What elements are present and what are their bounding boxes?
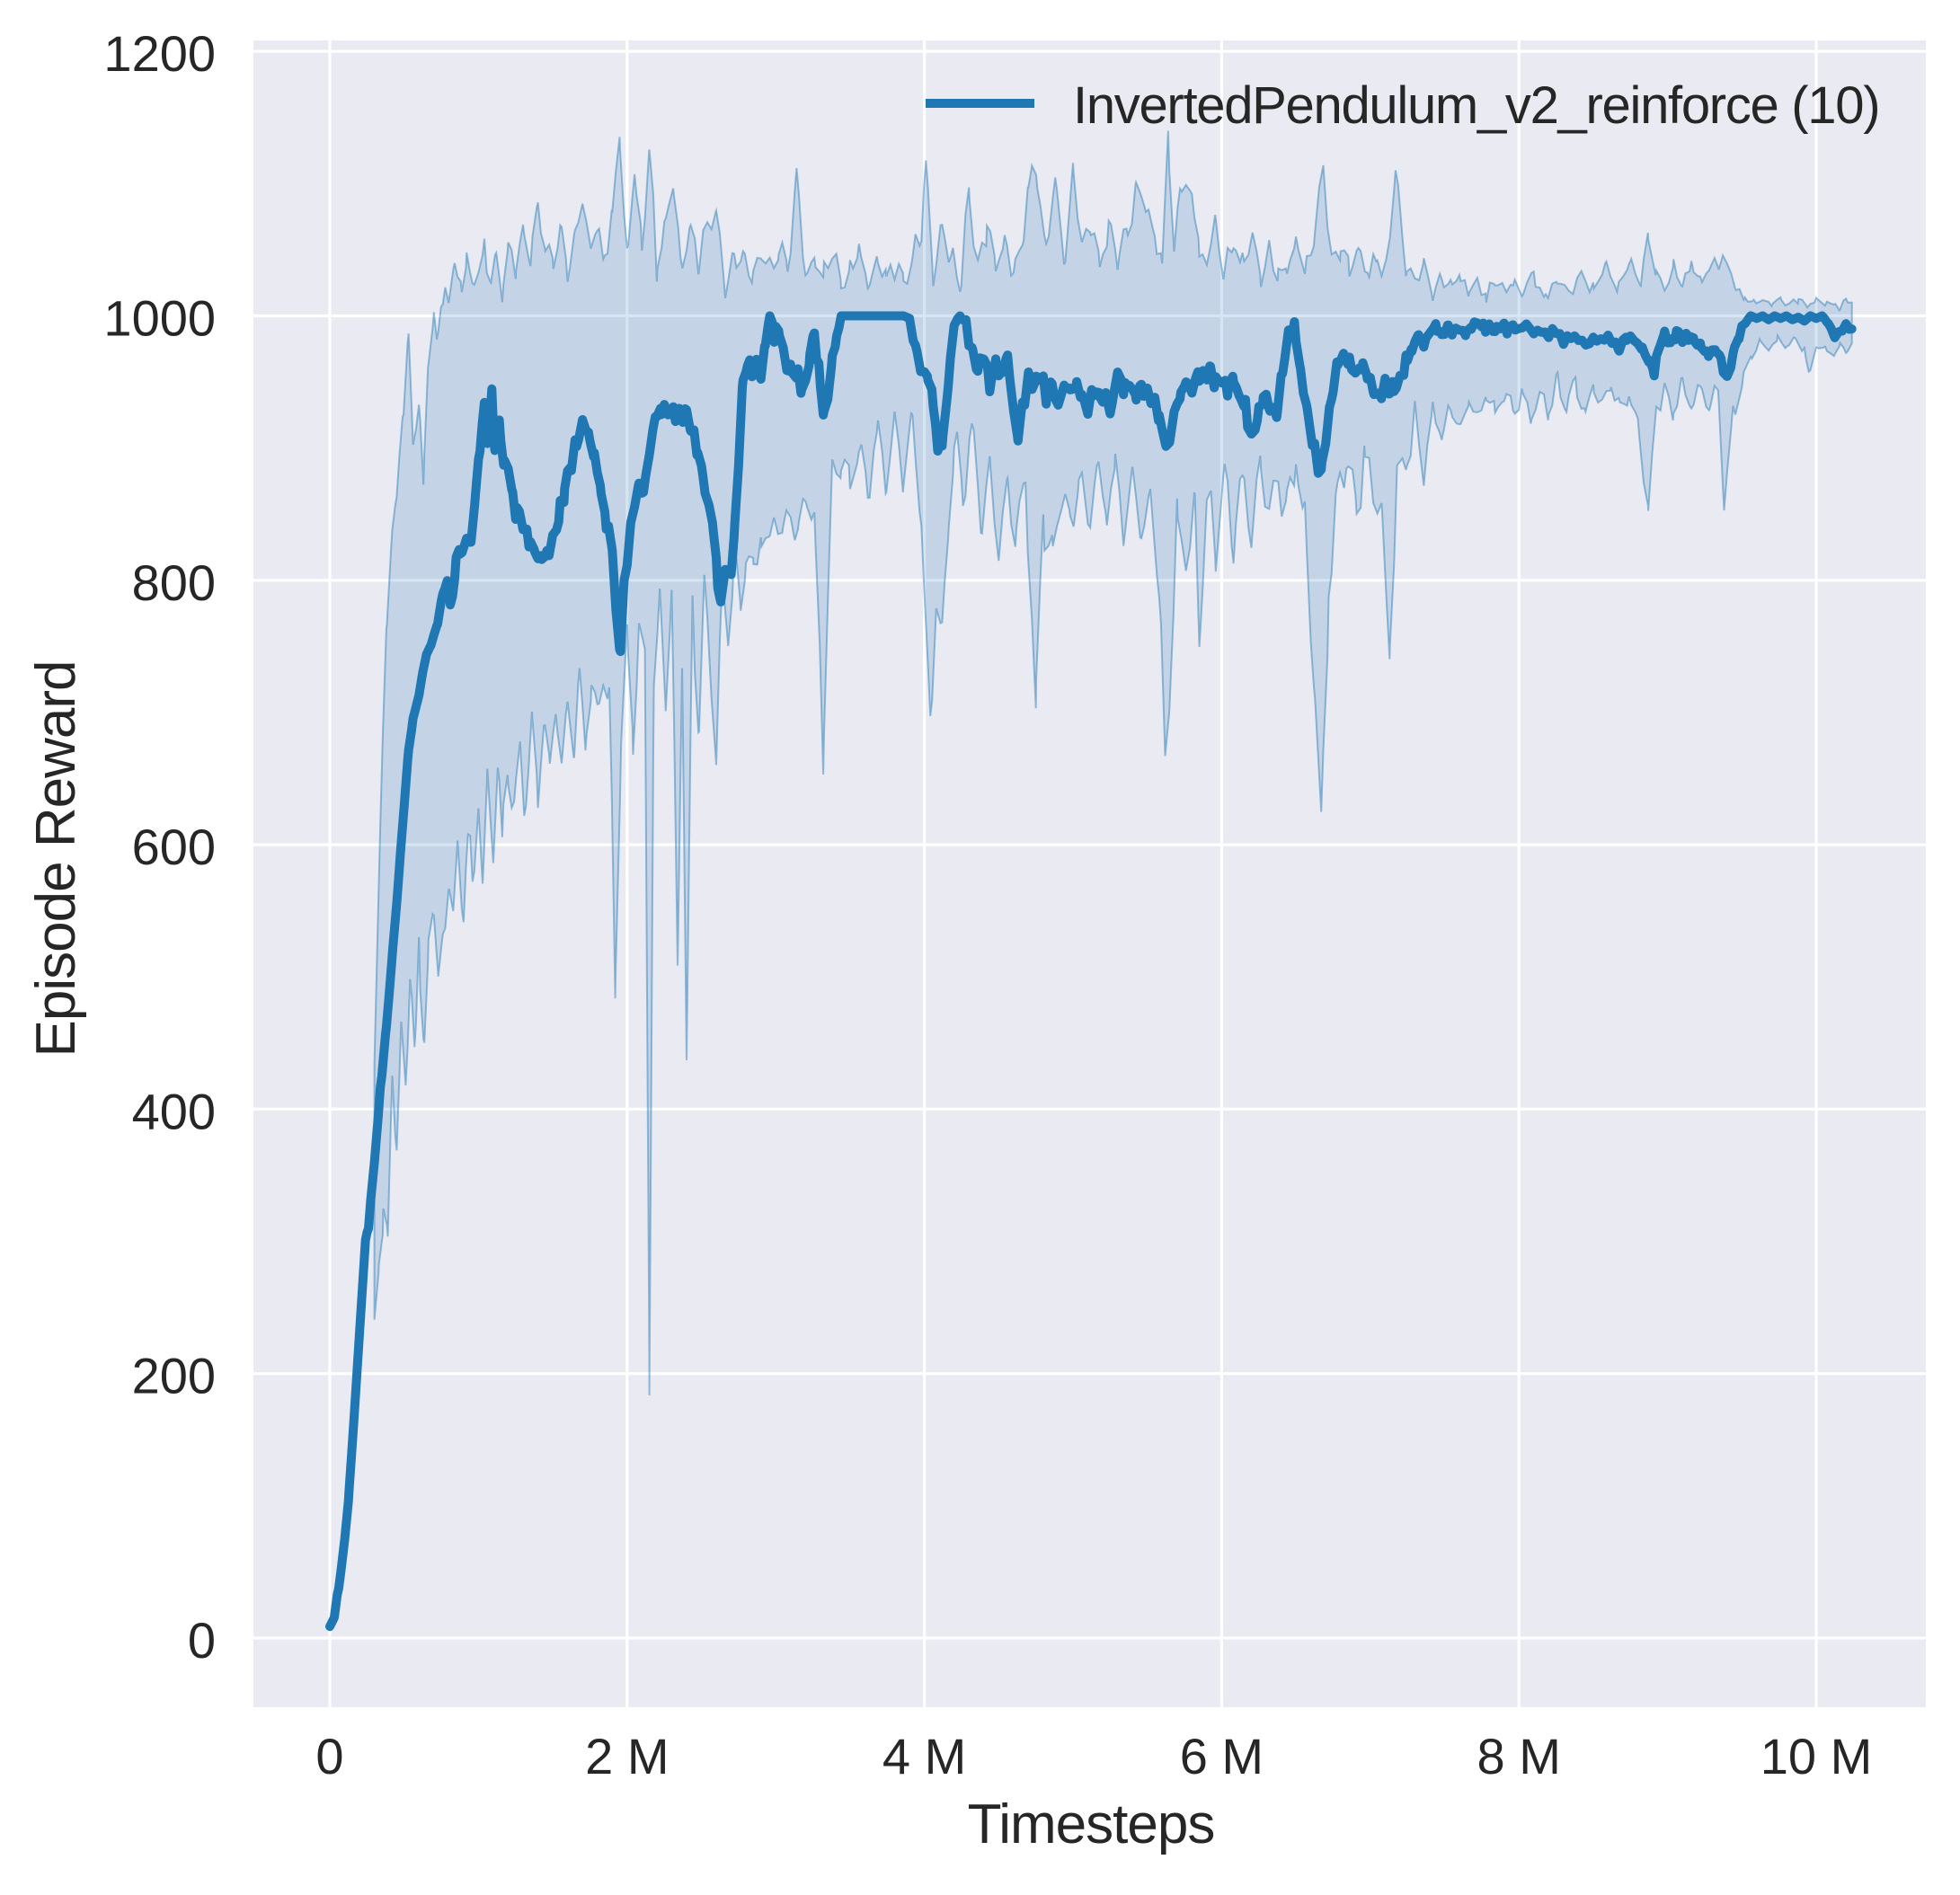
svg-text:1000: 1000 xyxy=(103,290,216,347)
svg-text:InvertedPendulum_v2_reinforce: InvertedPendulum_v2_reinforce (10) xyxy=(1073,76,1879,135)
svg-text:Timesteps: Timesteps xyxy=(968,1793,1215,1855)
svg-text:2 M: 2 M xyxy=(585,1728,669,1784)
svg-text:600: 600 xyxy=(132,819,216,875)
svg-text:Episode Reward: Episode Reward xyxy=(25,661,87,1058)
svg-text:4 M: 4 M xyxy=(882,1728,966,1784)
svg-text:800: 800 xyxy=(132,554,216,611)
svg-text:6 M: 6 M xyxy=(1180,1728,1264,1784)
svg-text:0: 0 xyxy=(315,1728,343,1784)
svg-text:200: 200 xyxy=(132,1348,216,1404)
svg-text:1200: 1200 xyxy=(103,25,216,82)
svg-text:8 M: 8 M xyxy=(1477,1728,1561,1784)
svg-text:400: 400 xyxy=(132,1083,216,1139)
svg-text:0: 0 xyxy=(188,1612,216,1669)
svg-text:10 M: 10 M xyxy=(1760,1728,1873,1784)
